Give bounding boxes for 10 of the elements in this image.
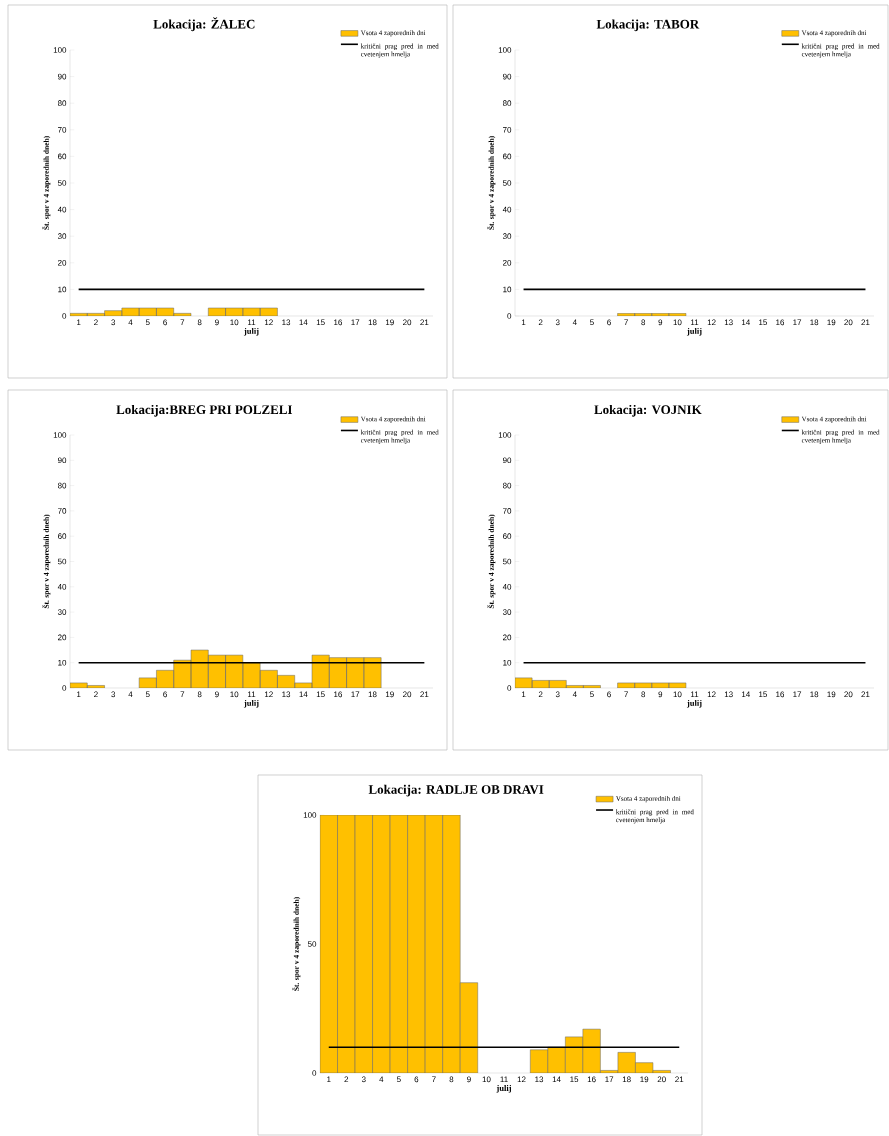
chart-title: Lokacija: TABOR: [596, 19, 700, 32]
x-axis-title: julij: [686, 700, 702, 708]
x-axis-title: julij: [496, 1085, 511, 1093]
chart-title: Lokacija:BREG PRI POLZELI: [116, 404, 293, 417]
x-axis-title: julij: [243, 327, 259, 336]
chart-title: Lokacija: ŽALEC: [153, 17, 255, 32]
x-axis-title: julij: [243, 700, 259, 708]
chart-title: Lokacija: RADLJE OB DRAVI: [368, 784, 544, 797]
x-axis-title: julij: [686, 327, 702, 336]
chart-title: Lokacija: VOJNIK: [594, 404, 702, 417]
